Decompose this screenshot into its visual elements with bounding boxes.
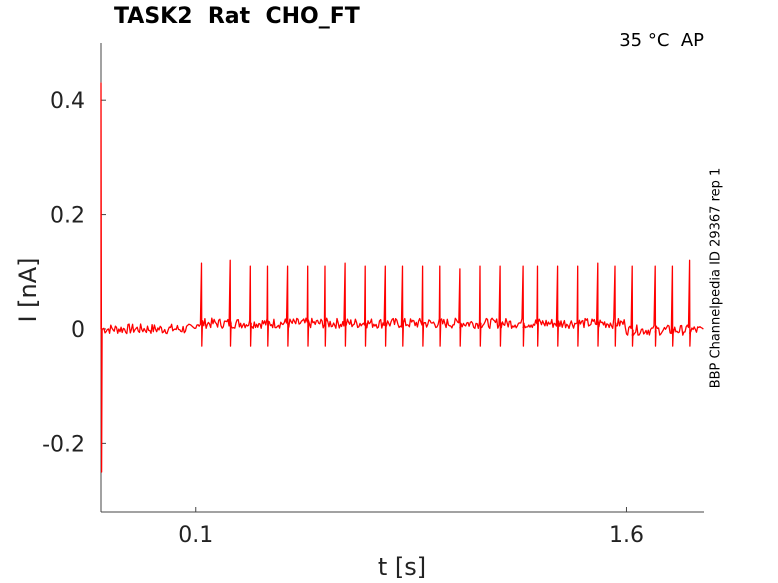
x-tick-label: 0.1: [178, 523, 213, 548]
trace-layer: [100, 82, 704, 473]
condition-label: 35 °C AP: [619, 30, 704, 51]
x-axis-title: t [s]: [378, 553, 426, 581]
axes: 0.4 0.2 0 -0.2 0.1 1.6: [42, 43, 704, 548]
y-tick-label: 0: [71, 318, 85, 343]
y-axis-title: I [nA]: [14, 257, 42, 322]
y-tick-label: 0.4: [50, 89, 85, 114]
x-tick-label: 1.6: [609, 523, 644, 548]
current-trace-line: [100, 82, 704, 473]
chart-title: TASK2 Rat CHO_FT: [114, 4, 360, 29]
y-tick-label: 0.2: [50, 204, 85, 229]
y-tick-label: -0.2: [42, 432, 85, 457]
